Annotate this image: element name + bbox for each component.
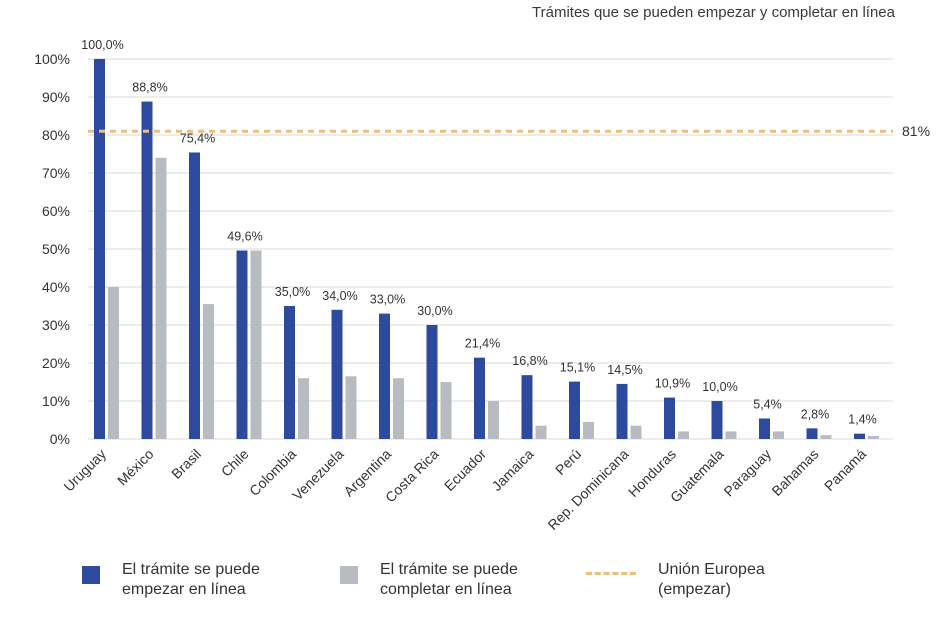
- legend-swatch-complete: [340, 566, 358, 584]
- legend-label-start-2: empezar en línea: [122, 581, 246, 598]
- category-label: Panamá: [821, 446, 869, 494]
- y-tick-label: 50%: [42, 241, 70, 257]
- data-label: 15,1%: [560, 361, 595, 375]
- legend-label-complete-2: completar en línea: [380, 581, 512, 598]
- data-label: 2,8%: [801, 407, 830, 421]
- category-label: Uruguay: [60, 446, 109, 495]
- bar-start: [806, 428, 818, 439]
- bar-start: [331, 309, 343, 439]
- bar-start: [711, 401, 723, 439]
- y-axis-ticks: 0% 10% 20% 30% 40% 50% 60% 70% 80% 90% 100%: [34, 51, 70, 447]
- data-label: 10,9%: [655, 377, 690, 391]
- bar-complete: [725, 431, 737, 439]
- bar-complete: [868, 435, 879, 439]
- category-label: Jamaica: [488, 446, 536, 494]
- data-label: 33,0%: [370, 293, 405, 307]
- category-label: México: [114, 446, 157, 489]
- data-labels: 100,0% 88,8% 75,4% 49,6% 35,0% 34,0% 33,0% 30,0…: [81, 38, 876, 427]
- bar-complete: [250, 250, 262, 439]
- legend-label-complete-1: El trámite se puede: [380, 561, 518, 578]
- data-label: 35,0%: [275, 285, 310, 299]
- y-tick-label: 20%: [42, 355, 70, 371]
- chart-title: Trámites que se pueden empezar y complet…: [532, 4, 895, 21]
- category-label: Chile: [218, 446, 252, 480]
- y-tick-label: 70%: [42, 165, 70, 181]
- bar-complete: [773, 431, 784, 439]
- bar-complete: [203, 304, 214, 439]
- legend-swatch-start: [82, 566, 100, 584]
- y-tick-label: 90%: [42, 89, 70, 105]
- y-tick-label: 30%: [42, 317, 70, 333]
- y-tick-label: 80%: [42, 127, 70, 143]
- y-tick-label: 100%: [34, 51, 70, 67]
- bar-start: [189, 152, 200, 440]
- category-label: Venezuela: [289, 446, 347, 504]
- bar-complete: [535, 425, 547, 439]
- bar-complete: [488, 401, 499, 439]
- data-label: 100,0%: [81, 38, 123, 52]
- bar-start: [664, 397, 675, 439]
- data-label: 88,8%: [132, 81, 167, 95]
- legend-label-start-1: El trámite se puede: [122, 561, 260, 578]
- y-tick-label: 0%: [50, 431, 70, 447]
- bar-start: [141, 101, 153, 439]
- data-label: 34,0%: [322, 289, 357, 303]
- data-label: 5,4%: [753, 397, 782, 411]
- category-label: Rep. Dominicana: [544, 446, 631, 533]
- data-label: 10,0%: [702, 380, 737, 394]
- data-label: 21,4%: [465, 337, 500, 351]
- bar-start: [569, 381, 580, 439]
- bar-start: [379, 313, 390, 439]
- y-tick-label: 10%: [42, 393, 70, 409]
- bars: [94, 59, 879, 440]
- bar-complete: [678, 431, 689, 439]
- bar-start: [759, 418, 770, 439]
- legend: El trámite se puede empezar en línea El …: [0, 560, 945, 620]
- y-tick-label: 40%: [42, 279, 70, 295]
- legend-label-eu-1: Unión Europea: [658, 561, 765, 578]
- x-axis-labels: Uruguay México Brasil ChileColombiaVenezuel…: [60, 446, 869, 533]
- legend-label-eu-2: (empezar): [658, 581, 731, 598]
- data-label: 75,4%: [180, 131, 215, 145]
- legend-swatch-eu: [586, 572, 636, 575]
- bar-start: [426, 325, 438, 439]
- legend-item-eu: Unión Europea (empezar): [586, 560, 828, 600]
- category-label: Ecuador: [441, 446, 489, 494]
- bar-chart: 0% 10% 20% 30% 40% 50% 60% 70% 80% 90% 100% 81% 10…: [34, 38, 930, 533]
- category-label: Paraguay: [720, 446, 774, 500]
- data-label: 30,0%: [417, 304, 452, 318]
- data-label: 49,6%: [227, 230, 262, 244]
- reference-line: 81%: [88, 123, 930, 139]
- bar-complete: [583, 421, 594, 439]
- bar-complete: [155, 157, 167, 440]
- bar-start: [94, 59, 105, 439]
- data-label: 14,5%: [607, 363, 642, 377]
- bar-start: [474, 357, 485, 439]
- category-label: Bahamas: [768, 446, 821, 499]
- data-label: 16,8%: [512, 354, 547, 368]
- legend-item-complete: El trámite se puede completar en línea: [340, 560, 550, 600]
- category-label: Brasil: [168, 446, 204, 482]
- bar-complete: [298, 378, 309, 439]
- bar-start: [284, 306, 295, 439]
- bar-start: [616, 383, 628, 439]
- y-tick-label: 60%: [42, 203, 70, 219]
- legend-item-start: El trámite se puede empezar en línea: [82, 560, 292, 600]
- bar-complete: [393, 378, 404, 439]
- bar-complete: [820, 435, 832, 439]
- data-label: 1,4%: [848, 413, 877, 427]
- bar-complete: [630, 425, 642, 439]
- eu-reference-label: 81%: [902, 123, 930, 139]
- bar-start: [236, 250, 248, 439]
- bar-complete: [440, 382, 452, 439]
- bar-start: [854, 433, 865, 439]
- bar-start: [521, 375, 533, 439]
- bar-complete: [345, 376, 357, 439]
- category-label: Perú: [552, 446, 584, 478]
- bar-complete: [108, 287, 119, 439]
